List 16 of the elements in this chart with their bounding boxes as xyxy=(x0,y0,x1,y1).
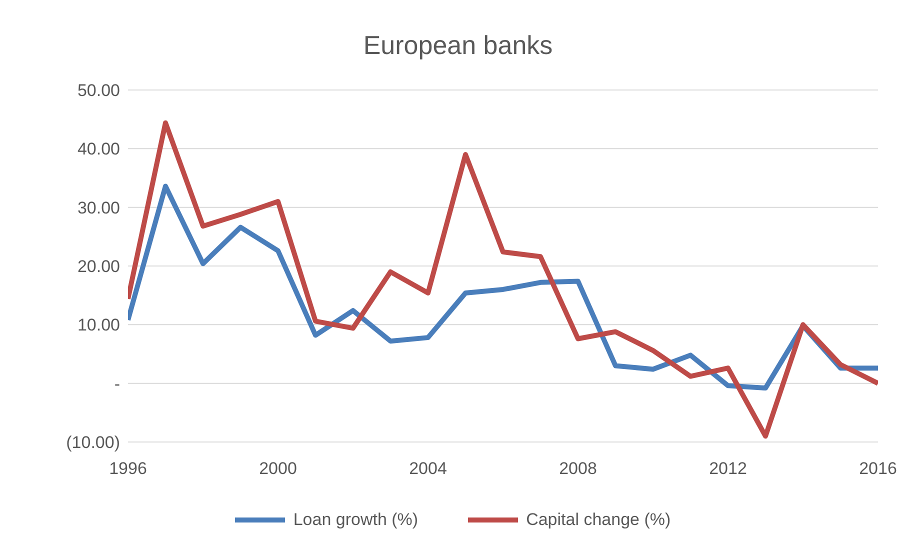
x-tick-label: 2004 xyxy=(409,459,447,478)
x-tick-label: 2000 xyxy=(259,459,297,478)
y-tick-label: (10.00) xyxy=(66,433,120,452)
y-tick-label: 20.00 xyxy=(77,257,120,276)
chart-title: European banks xyxy=(362,29,554,62)
x-tick-label: 2008 xyxy=(559,459,597,478)
x-tick-label: 1996 xyxy=(109,459,147,478)
y-tick-label: 10.00 xyxy=(77,316,120,335)
legend-label: Capital change (%) xyxy=(526,510,671,530)
x-tick-label: 2012 xyxy=(709,459,747,478)
legend-label: Loan growth (%) xyxy=(293,510,418,530)
y-tick-label: 40.00 xyxy=(77,140,120,159)
y-tick-label: 50.00 xyxy=(77,81,120,100)
y-tick-label: - xyxy=(114,374,120,394)
y-tick-label: 30.00 xyxy=(77,198,120,218)
x-tick-label: 2016 xyxy=(859,459,897,478)
